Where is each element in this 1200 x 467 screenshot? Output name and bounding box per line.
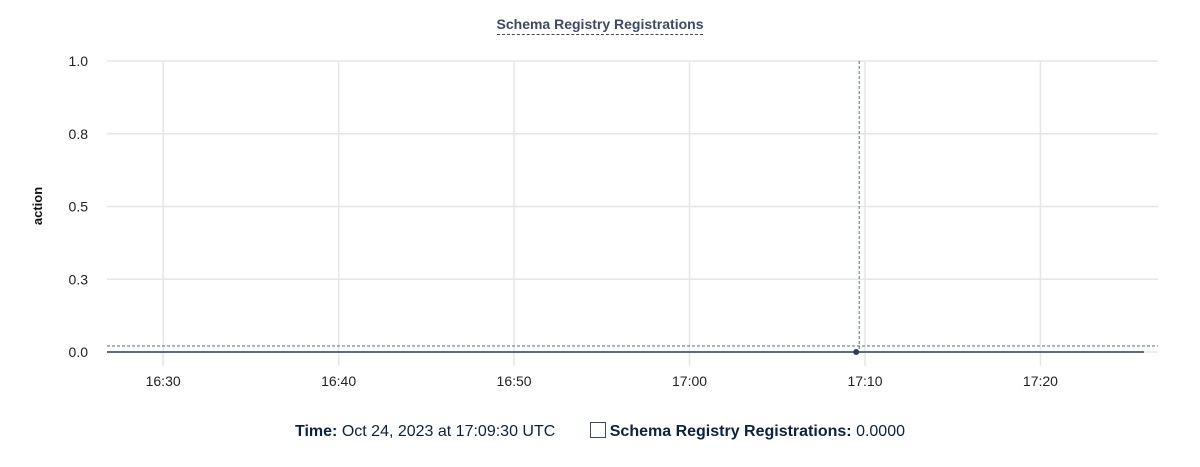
chart-title[interactable]: Schema Registry Registrations: [496, 16, 704, 35]
x-tick-label: 16:40: [321, 373, 356, 389]
series-label: Schema Registry Registrations:: [609, 423, 852, 440]
legend: Time: Oct 24, 2023 at 17:09:30 UTC Schem…: [0, 422, 1200, 441]
time-label: Time:: [294, 423, 338, 440]
x-tick-label: 16:30: [146, 373, 181, 389]
y-axis-label: action: [30, 187, 45, 225]
y-tick-label: 0.0: [69, 344, 89, 360]
y-tick-label: 0.8: [69, 126, 89, 142]
y-tick-label: 0.5: [69, 199, 89, 215]
hover-point: [853, 349, 860, 355]
y-tick-label: 1.0: [69, 53, 89, 69]
y-tick-label: 0.3: [69, 271, 89, 287]
x-tick-label: 16:50: [497, 373, 532, 389]
chart-title-wrap: Schema Registry Registrations: [0, 16, 1200, 35]
series-value: 0.0000: [856, 423, 905, 440]
x-tick-label: 17:00: [672, 373, 707, 389]
x-tick-label: 17:10: [847, 373, 882, 389]
time-value: Oct 24, 2023 at 17:09:30 UTC: [341, 423, 556, 440]
series-checkbox[interactable]: [589, 422, 606, 438]
x-tick-label: 17:20: [1023, 373, 1058, 389]
